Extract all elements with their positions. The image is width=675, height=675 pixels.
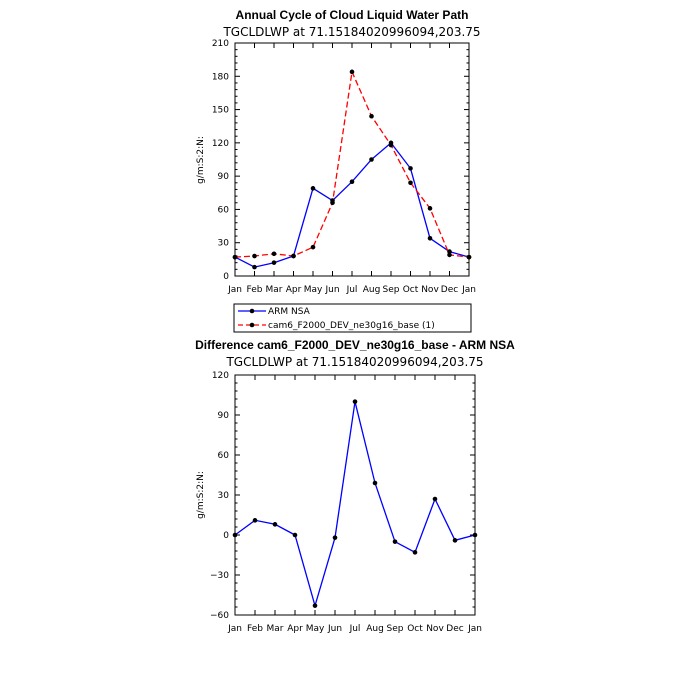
y-tick-label: 210 <box>212 39 229 49</box>
chart-title: Difference cam6_F2000_DEV_ne30g16_base -… <box>195 338 515 352</box>
y-tick-label: 30 <box>218 239 230 249</box>
y-tick-label: −30 <box>210 571 229 581</box>
series-line-0 <box>234 401 476 609</box>
data-point <box>472 532 478 538</box>
y-tick-label: 120 <box>212 371 229 381</box>
x-tick-label: Mar <box>267 624 284 634</box>
legend-label-model: cam6_F2000_DEV_ne30g16_base (1) <box>268 321 435 331</box>
data-point <box>412 550 418 555</box>
y-axis-label: g/m:S:2:N: <box>196 471 206 519</box>
data-point <box>352 399 358 404</box>
series-line-1 <box>234 69 470 258</box>
data-point <box>392 539 398 544</box>
x-tick-label: Aug <box>366 624 384 634</box>
x-tick-label: Dec <box>446 624 463 634</box>
x-tick-label: Oct <box>407 624 423 634</box>
data-point <box>252 253 257 259</box>
data-point <box>332 535 338 540</box>
x-tick-label: Jul <box>349 624 361 634</box>
data-point <box>369 113 374 119</box>
annual-cycle-chart: Annual Cycle of Cloud Liquid Water Path … <box>196 8 481 333</box>
y-tick-label: −60 <box>210 611 229 621</box>
x-tick-label: Mar <box>266 285 283 295</box>
x-tick-label: Feb <box>247 624 263 634</box>
data-point <box>427 235 433 241</box>
data-point <box>252 518 258 523</box>
data-point <box>310 244 316 250</box>
x-tick-label: May <box>304 285 323 295</box>
x-tick-label: Nov <box>426 624 444 634</box>
data-point <box>271 260 277 265</box>
y-tick-label: 0 <box>223 272 229 282</box>
data-point <box>349 69 355 75</box>
x-tick-label: Apr <box>286 285 302 295</box>
series-line-0 <box>234 141 470 268</box>
legend-marker-model <box>249 322 255 328</box>
data-point <box>372 480 378 486</box>
data-point <box>452 538 458 543</box>
x-tick-label: Sep <box>387 624 404 634</box>
x-tick-label: Feb <box>247 285 263 295</box>
x-tick-label: Jun <box>324 285 339 295</box>
legend-marker-arm <box>249 308 255 314</box>
y-tick-label: 30 <box>218 491 230 501</box>
y-tick-label: 90 <box>218 172 230 182</box>
chart-title: Annual Cycle of Cloud Liquid Water Path <box>236 8 469 22</box>
y-tick-label: 90 <box>218 411 230 421</box>
x-tick-label: Apr <box>287 624 303 634</box>
data-point <box>349 179 355 184</box>
x-tick-label: Jul <box>346 285 358 295</box>
data-point <box>252 264 257 270</box>
x-tick-label: May <box>306 624 325 634</box>
data-point <box>388 142 394 148</box>
data-point <box>291 253 296 259</box>
data-point <box>310 186 316 191</box>
data-point <box>292 532 298 538</box>
x-tick-label: Dec <box>441 285 458 295</box>
data-point <box>427 206 433 211</box>
data-point <box>369 157 374 162</box>
data-point <box>271 251 277 257</box>
x-tick-label: Nov <box>421 285 439 295</box>
data-point <box>432 496 438 502</box>
data-point <box>330 200 335 206</box>
data-point <box>232 254 238 260</box>
data-point <box>232 532 238 538</box>
y-tick-label: 60 <box>218 205 230 215</box>
data-point <box>466 254 472 260</box>
x-tick-label: Jan <box>227 624 242 634</box>
data-point <box>447 252 452 258</box>
y-tick-label: 150 <box>212 106 229 116</box>
y-tick-label: 60 <box>218 451 230 461</box>
x-tick-label: Jan <box>461 285 476 295</box>
legend: ARM NSA cam6_F2000_DEV_ne30g16_base (1) <box>233 303 472 333</box>
x-tick-label: Jan <box>227 285 242 295</box>
y-tick-label: 120 <box>212 139 229 149</box>
x-tick-label: Jun <box>327 624 342 634</box>
data-point <box>408 166 413 171</box>
x-tick-label: Aug <box>363 285 381 295</box>
data-point <box>408 180 413 186</box>
x-tick-label: Sep <box>383 285 400 295</box>
data-point <box>272 522 278 527</box>
y-tick-label: 180 <box>212 72 229 82</box>
y-tick-label: 0 <box>223 531 229 541</box>
x-tick-label: Jan <box>467 624 482 634</box>
plot-frame <box>234 374 476 616</box>
data-point <box>447 249 452 254</box>
difference-chart: Difference cam6_F2000_DEV_ne30g16_base -… <box>195 338 515 634</box>
chart-subtitle: TGCLDLWP at 71.15184020996094,203.75 <box>222 25 480 39</box>
y-axis-label: g/m:S:2:N: <box>196 136 206 184</box>
x-tick-label: Oct <box>403 285 419 295</box>
data-point <box>312 603 318 608</box>
legend-box <box>233 303 472 333</box>
chart-subtitle: TGCLDLWP at 71.15184020996094,203.75 <box>225 355 483 369</box>
legend-label-arm: ARM NSA <box>268 307 311 317</box>
